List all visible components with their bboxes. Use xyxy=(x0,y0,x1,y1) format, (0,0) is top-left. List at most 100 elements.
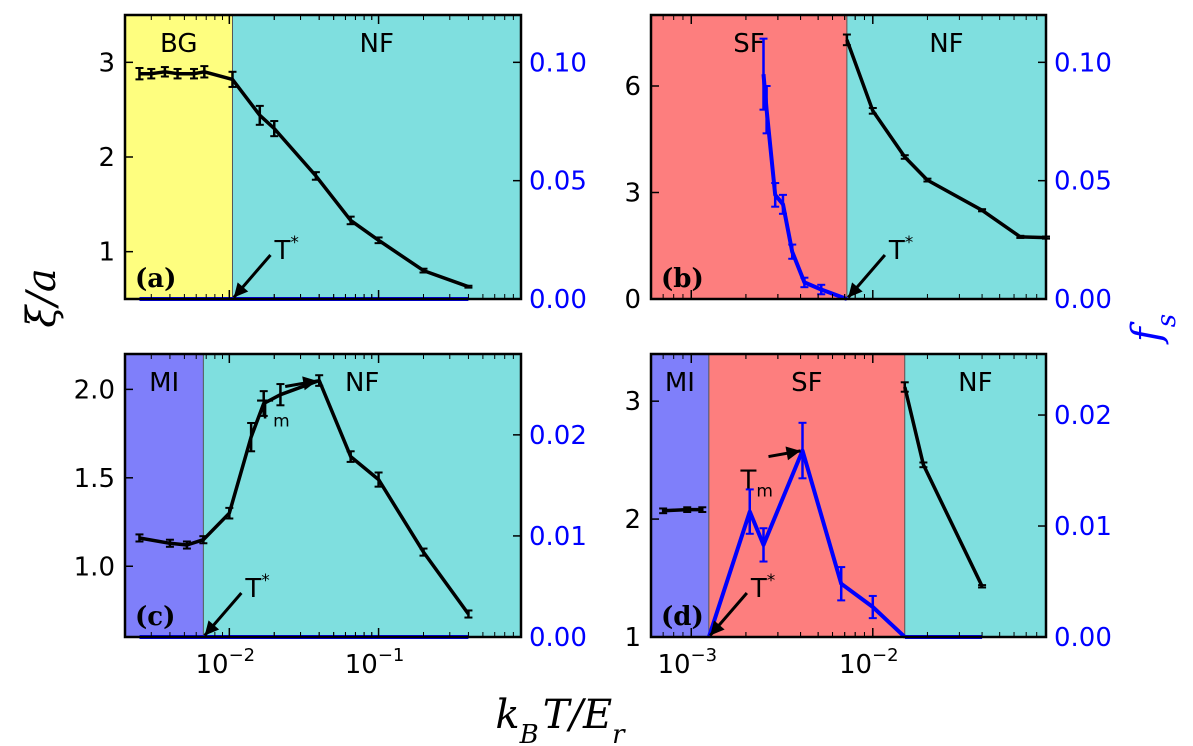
region-label-nf: NF xyxy=(345,368,379,398)
y-tick-label: 1.5 xyxy=(74,464,115,494)
annotation-arrow-head xyxy=(204,620,220,636)
annotation-label-main: T xyxy=(244,574,261,604)
region-sf xyxy=(651,15,847,299)
annotation-t-m: Tm xyxy=(740,446,801,502)
region-label-mi: MI xyxy=(149,368,179,398)
region-label-bg: BG xyxy=(160,29,198,59)
annotation-label: T* xyxy=(273,233,298,266)
y-tick-label: 6 xyxy=(624,72,641,102)
region-nf xyxy=(232,15,521,299)
error-bar xyxy=(842,33,851,47)
annotation-label: Tm xyxy=(256,396,289,432)
error-bar xyxy=(270,120,279,138)
region-mi xyxy=(651,354,709,637)
right-axis-title-sub: s xyxy=(1152,314,1182,327)
x-axis-title: kB T/Er xyxy=(495,692,626,746)
annotation-t-star: T* xyxy=(232,233,299,299)
error-bar xyxy=(919,461,928,469)
error-bar xyxy=(759,527,768,563)
region-nf xyxy=(904,354,1046,637)
annotation-label-main: T xyxy=(888,236,905,266)
y-tick-label: 2.0 xyxy=(74,375,115,405)
annotation-label-main: T xyxy=(750,574,767,604)
error-bar xyxy=(374,236,383,245)
annotation-arrow-head xyxy=(302,376,318,391)
y-tick-label: 1 xyxy=(98,238,115,268)
y-right-tick-label: 0.01 xyxy=(529,522,587,552)
error-bar xyxy=(659,507,668,515)
error-bar xyxy=(778,193,787,215)
y-tick-label: 3 xyxy=(624,387,641,417)
y-tick-label: 0 xyxy=(624,285,641,315)
annotation-label-main: T xyxy=(256,396,273,426)
region-label-nf: NF xyxy=(958,368,992,398)
annotation-label-sup: * xyxy=(290,233,299,253)
annotation-label: T* xyxy=(750,571,775,604)
region-label-sf: SF xyxy=(733,29,764,59)
series-xi xyxy=(135,65,473,289)
error-bar xyxy=(1016,234,1025,239)
error-bar xyxy=(200,65,209,79)
x-tick-label: 10−2 xyxy=(196,645,256,680)
y-right-tick-label: 0.00 xyxy=(529,285,587,315)
series-line xyxy=(761,74,848,301)
panel-label: (c) xyxy=(135,602,175,632)
error-bar xyxy=(923,177,932,183)
annotation-t-star: T* xyxy=(203,571,270,637)
y-right-tick-label: 0.10 xyxy=(1054,48,1112,78)
y-right-tick-label: 0.02 xyxy=(529,421,587,451)
error-bar xyxy=(135,533,144,543)
error-bar xyxy=(978,208,987,213)
error-bar xyxy=(160,66,169,78)
error-bar xyxy=(173,67,182,80)
series-fs xyxy=(759,37,848,301)
annotation-label-sub: m xyxy=(273,412,290,432)
y-right-tick-label: 0.10 xyxy=(529,48,587,78)
panel-label: (d) xyxy=(661,602,704,632)
y-right-tick-label: 0.02 xyxy=(1054,401,1112,431)
error-bar xyxy=(978,584,987,589)
x-axis-title-sub-r: r xyxy=(612,720,626,746)
region-label-nf: NF xyxy=(929,29,963,59)
error-bar xyxy=(225,506,234,520)
error-bar xyxy=(868,594,877,620)
error-bar xyxy=(182,540,191,550)
error-bar xyxy=(346,215,355,226)
y-tick-label: 1 xyxy=(624,623,641,653)
error-bar xyxy=(346,450,355,463)
error-bar xyxy=(135,67,144,81)
y-right-tick-label: 0.05 xyxy=(1054,167,1112,197)
error-bar xyxy=(259,390,268,417)
error-bar xyxy=(745,488,754,535)
error-bar xyxy=(247,421,256,453)
error-bar xyxy=(683,506,692,514)
annotation-t-star: T* xyxy=(847,233,913,299)
error-bar xyxy=(698,506,707,514)
x-tick-label-base: 10 xyxy=(196,650,229,680)
x-tick-label-base: 10 xyxy=(839,650,872,680)
x-tick-label-exp: −1 xyxy=(378,645,405,666)
annotation-label-main: T xyxy=(273,236,290,266)
y-tick-label: 2 xyxy=(98,143,115,173)
error-bar xyxy=(147,67,156,80)
error-bar xyxy=(798,421,807,480)
right-axis-title: fs xyxy=(1124,314,1182,345)
y-axis-title: ξ/a xyxy=(19,268,65,327)
error-bar xyxy=(900,381,909,393)
x-axis-title-rest: T/E xyxy=(543,692,612,738)
axes-frame xyxy=(123,352,523,639)
error-bar xyxy=(868,107,877,115)
error-bar xyxy=(199,535,208,545)
error-bar xyxy=(464,609,473,619)
region-bg xyxy=(125,15,233,299)
series-xi xyxy=(659,506,707,515)
y-tick-label: 3 xyxy=(98,48,115,78)
annotation-label-sup: * xyxy=(261,571,270,591)
series-xi xyxy=(900,381,987,589)
error-bar xyxy=(190,67,199,80)
annotation-label-sup: * xyxy=(767,571,776,591)
error-bar xyxy=(255,104,264,126)
